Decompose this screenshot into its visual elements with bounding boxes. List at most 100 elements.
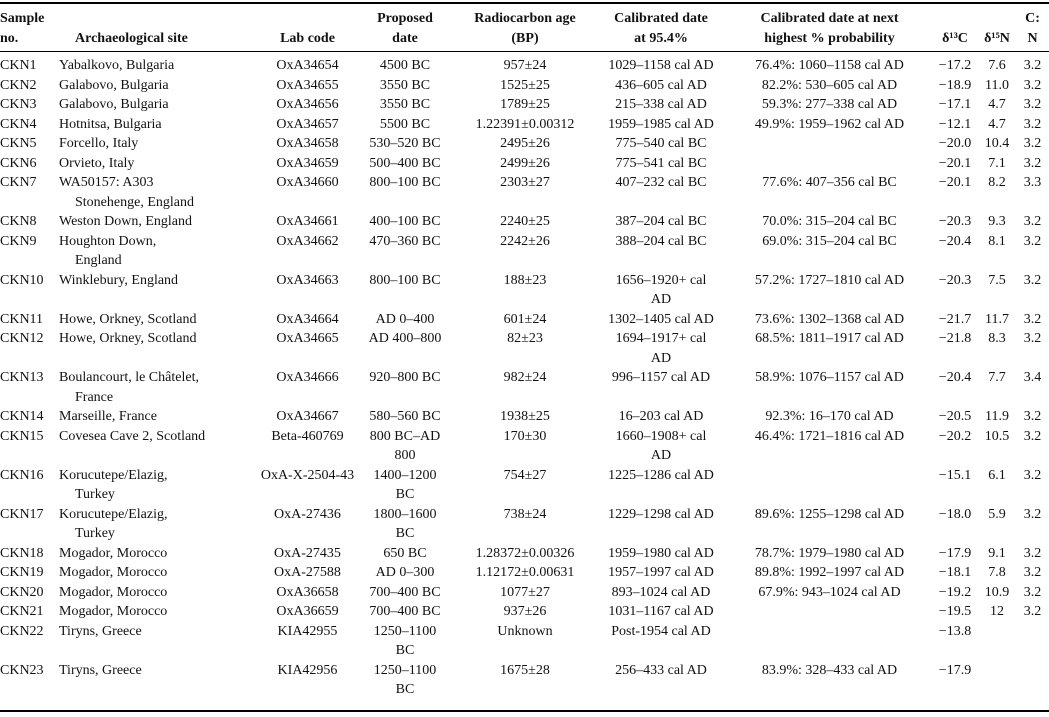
cell-calibrated-date-next-highest: 70.0%: 315–204 cal BC [762, 214, 897, 229]
cell-calibrated-date-next-highest: 46.4%: 1721–1816 cal AD [754, 428, 905, 444]
cell-calibrated-date-next-highest [727, 466, 932, 505]
cell-radiocarbon-age-bp: 2303±27 [500, 175, 550, 190]
cell-calibrated-date-95: 1660–1908+ cal AD [615, 428, 707, 464]
cell-proposed-date: 1250–1100 BC [373, 623, 437, 659]
table-row: CKN19 Mogador, Morocco OxA-27588 AD 0–300 1.… [0, 563, 1049, 583]
table-row: CKN20 Mogador, Morocco OxA36658 700–400 BC 1… [0, 583, 1049, 603]
cell-delta-13c: −20.4 [938, 233, 972, 249]
cell-cn-ratio: 3.2 [1023, 97, 1042, 112]
cell-calibrated-date-next-highest: 92.3%: 16–170 cal AD [765, 409, 894, 424]
cell-calibrated-date-95: Post-1954 cal AD [611, 623, 711, 639]
cell-proposed-date: 1800–1600 BC [373, 506, 437, 542]
col-header-radiocarbon-age-bp: Radiocarbon age (BP) [455, 3, 595, 52]
col-header-calibrated-date-95: Calibrated date at 95.4% [595, 3, 727, 52]
cell-delta-13c: −18.0 [938, 506, 972, 522]
cell-calibrated-date-95: 775–540 cal BC [615, 136, 707, 151]
cell-proposed-date: 4500 BC [379, 58, 431, 73]
cell-proposed-date: 800–100 BC [369, 175, 441, 190]
cell-delta-13c: −19.2 [938, 584, 972, 600]
cell-archaeological-site: Forcello, Italy [59, 136, 139, 151]
table-row: CKN4 Hotnitsa, Bulgaria OxA34657 5500 BC 1.2… [0, 115, 1049, 135]
table-row: CKN16 Korucutepe/Elazig, Turkey OxA-X-2504… [0, 466, 1049, 505]
cell-cn-ratio: 3.2 [1023, 233, 1042, 249]
cell-sample-no: CKN23 [0, 662, 44, 678]
cell-sample-no: CKN10 [0, 272, 44, 288]
cell-cn-ratio: 3.2 [1023, 428, 1042, 444]
cell-delta-13c: −20.1 [938, 175, 972, 190]
cell-cn-ratio: 3.2 [1023, 565, 1042, 580]
cell-sample-no: CKN14 [0, 409, 44, 424]
cell-delta-15n: 7.5 [988, 272, 1006, 288]
cell-proposed-date: 530–520 BC [369, 136, 441, 151]
cell-radiocarbon-age-bp: 2499±26 [500, 155, 550, 171]
cell-calibrated-date-95: 1957–1997 cal AD [608, 565, 714, 580]
cell-radiocarbon-age-bp: 1077±27 [500, 584, 550, 600]
cell-sample-no: CKN12 [0, 331, 44, 346]
cell-calibrated-date-next-highest: 58.9%: 1076–1157 cal AD [755, 370, 904, 385]
col-header-lab-code: Lab code [260, 3, 355, 52]
cell-radiocarbon-age-bp: 2495±26 [500, 136, 550, 151]
cell-calibrated-date-95: 16–203 cal AD [618, 409, 704, 424]
cell-proposed-date: 800–100 BC [369, 272, 441, 288]
cell-calibrated-date-next-highest: 89.8%: 1992–1997 cal AD [754, 565, 905, 580]
cell-proposed-date: 800 BC–AD 800 [369, 428, 441, 464]
cell-calibrated-date-95: 1656–1920+ cal AD [615, 272, 707, 308]
cell-cn-ratio: 3.2 [1023, 214, 1042, 229]
cell-delta-15n: 7.1 [988, 155, 1006, 171]
cell-archaeological-site: Howe, Orkney, Scotland [59, 331, 197, 346]
cell-radiocarbon-age-bp: 937±26 [503, 604, 547, 619]
cell-delta-15n: 8.3 [988, 331, 1006, 346]
cell-lab-code: OxA34655 [276, 77, 339, 93]
cell-cn-ratio: 3.2 [1023, 409, 1042, 424]
table-row: CKN13 Boulancourt, le Châtelet, France OxA… [0, 368, 1049, 407]
cell-sample-no: CKN22 [0, 623, 44, 639]
cell-calibrated-date-next-highest [727, 622, 932, 661]
cell-calibrated-date-95: 996–1157 cal AD [611, 370, 711, 385]
cell-cn-ratio: 3.2 [1023, 506, 1042, 522]
cell-cn-ratio: 3.2 [1023, 155, 1042, 171]
cell-cn-ratio: 3.2 [1023, 116, 1042, 132]
cell-delta-15n: 11.9 [985, 409, 1009, 424]
cell-cn-ratio: 3.2 [1023, 584, 1042, 600]
cell-sample-no: CKN6 [0, 155, 37, 171]
cell-radiocarbon-age-bp: 1.28372±0.00326 [475, 545, 575, 561]
cell-delta-15n: 4.7 [988, 97, 1006, 112]
cell-proposed-date: 500–400 BC [369, 155, 441, 171]
cell-cn-ratio: 3.2 [1023, 467, 1042, 483]
cell-cn-ratio: 3.2 [1023, 77, 1042, 93]
cell-lab-code: OxA34662 [276, 233, 339, 249]
cell-delta-13c: −17.9 [938, 662, 972, 678]
cell-cn-ratio [1016, 622, 1049, 661]
col-header-proposed-date: Proposed date [355, 3, 455, 52]
cell-delta-15n [978, 622, 1016, 661]
cell-radiocarbon-age-bp: 738±24 [503, 506, 547, 522]
cell-delta-15n: 9.3 [988, 214, 1006, 229]
cell-delta-15n: 5.9 [988, 506, 1006, 522]
cell-sample-no: CKN16 [0, 467, 44, 483]
cell-cn-ratio [1016, 661, 1049, 711]
cell-calibrated-date-next-highest: 82.2%: 530–605 cal AD [761, 77, 898, 93]
cell-radiocarbon-age-bp: 82±23 [507, 331, 543, 346]
cell-proposed-date: 1400–1200 BC [373, 467, 437, 503]
cell-radiocarbon-age-bp: 754±27 [503, 467, 547, 483]
cell-calibrated-date-next-highest [727, 602, 932, 622]
cell-lab-code: OxA-27435 [274, 545, 341, 561]
cell-delta-15n: 8.1 [988, 233, 1006, 249]
cell-calibrated-date-next-highest: 68.5%: 1811–1917 cal AD [755, 331, 904, 346]
cell-proposed-date: 920–800 BC [369, 370, 441, 385]
cell-sample-no: CKN19 [0, 565, 44, 580]
table-row: CKN7 WA50157: A303 Stonehenge, England OxA… [0, 173, 1049, 212]
cell-lab-code: KIA42956 [277, 662, 338, 678]
table-row: CKN17 Korucutepe/Elazig, Turkey OxA-27436 1… [0, 505, 1049, 544]
cell-proposed-date: 470–360 BC [369, 233, 441, 249]
col-header-sample-no: Sample no. [0, 3, 75, 52]
cell-calibrated-date-next-highest: 69.0%: 315–204 cal BC [762, 233, 897, 249]
table-header: Sample no. Archaeological site Lab code … [0, 3, 1049, 52]
cell-archaeological-site: Marseille, France [59, 409, 157, 424]
cell-radiocarbon-age-bp: 1789±25 [500, 97, 550, 112]
cell-delta-13c: −20.3 [938, 272, 972, 288]
cell-delta-13c: −18.9 [938, 77, 972, 93]
cell-calibrated-date-next-highest: 77.6%: 407–356 cal BC [762, 175, 897, 190]
